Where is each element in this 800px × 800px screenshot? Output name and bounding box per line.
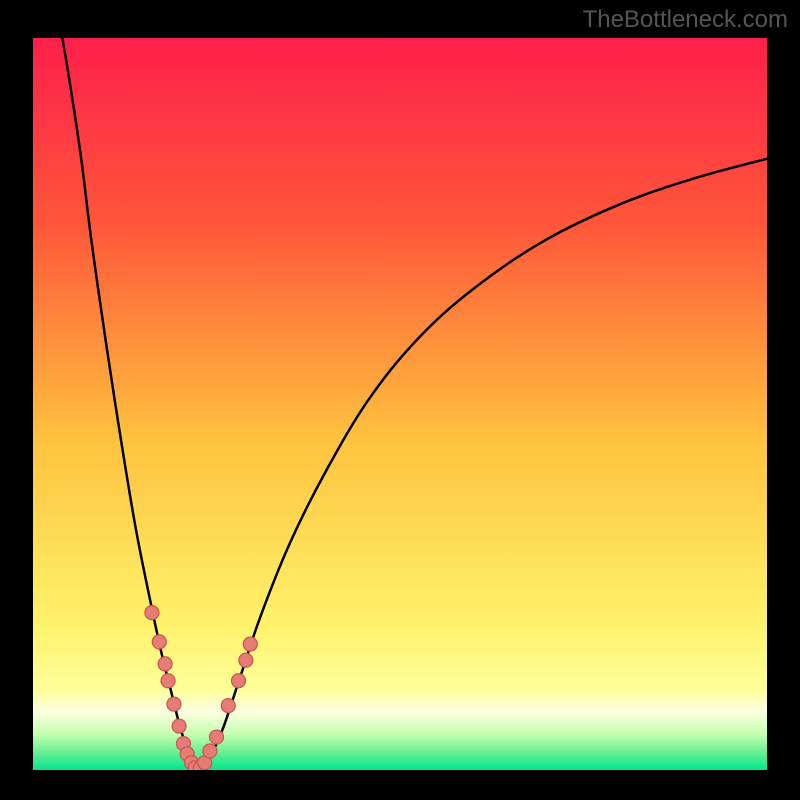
data-marker (210, 730, 224, 744)
chart-frame: TheBottleneck.com (0, 0, 800, 800)
data-marker (152, 635, 166, 649)
data-marker (158, 657, 172, 671)
data-marker (243, 637, 257, 651)
data-marker (203, 744, 217, 758)
data-marker (172, 719, 186, 733)
data-marker (161, 674, 175, 688)
data-marker (239, 653, 253, 667)
data-marker (167, 697, 181, 711)
data-marker (221, 699, 235, 713)
data-marker (232, 674, 246, 688)
data-marker (145, 606, 159, 620)
chart-svg (0, 0, 800, 800)
plot-background (33, 38, 767, 770)
watermark-text: TheBottleneck.com (583, 6, 788, 34)
